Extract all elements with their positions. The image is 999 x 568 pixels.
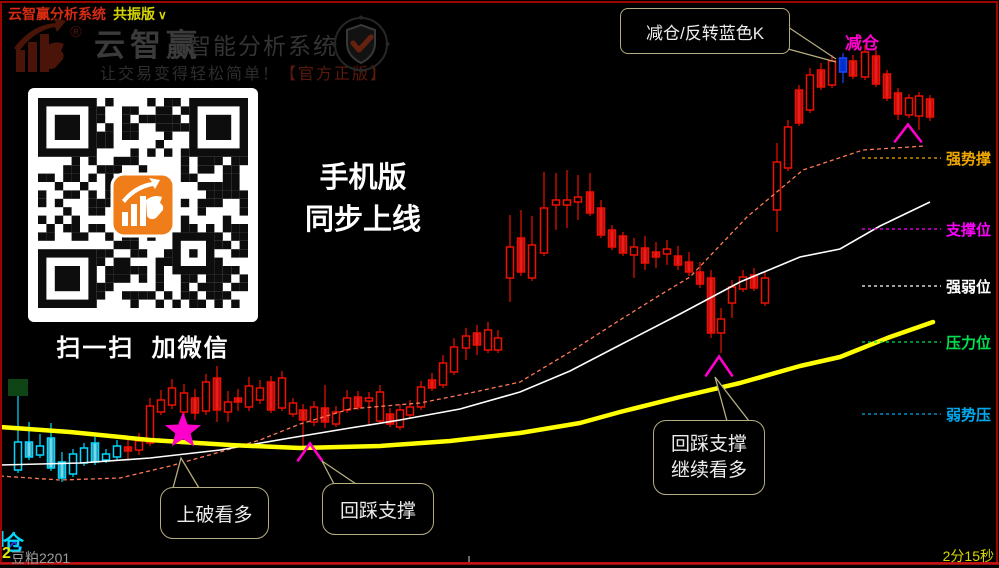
- callout-reduce-signal: 减仓/反转蓝色K: [620, 8, 790, 54]
- promo-banner: 手机版 同步上线: [288, 157, 438, 241]
- position-signal-label: 仓: [3, 532, 24, 555]
- contract-name: 豆粕2201: [11, 550, 71, 566]
- shield-check-icon: [332, 15, 390, 73]
- brand-name: 云智赢: [94, 28, 202, 63]
- qr-pattern: [38, 98, 248, 308]
- brand-watermark: ® 云智赢 智能分析系统 让交易变得轻松简单！【官方正版】: [12, 14, 402, 83]
- level-label-qiangruowei: 强弱位: [946, 279, 992, 296]
- promo-line1: 手机版: [319, 162, 407, 194]
- qr-caption: 扫一扫 加微信: [56, 335, 230, 362]
- wechat-qr-code: [28, 88, 258, 322]
- level-label-yaliwei: 压力位: [946, 335, 992, 352]
- callout-pullback-stay-bullish: 回踩支撑 继续看多: [653, 420, 765, 495]
- bull-chart-logo-icon: [14, 17, 66, 72]
- reduce-position-label: 减仓: [845, 34, 879, 53]
- edition-label: 共振版: [113, 6, 155, 22]
- level-label-qiangshicheng: 强势撑: [946, 151, 992, 168]
- callout-breakout-bullish: 上破看多: [160, 487, 269, 539]
- level-label-ruoshiya: 弱势压: [946, 407, 992, 424]
- app-version-selector[interactable]: 云智赢分析系统 共振版 ∨: [8, 4, 167, 24]
- countdown-timer: 2分15秒: [942, 548, 994, 564]
- level-label-zhichengwei: 支撑位: [946, 222, 992, 239]
- promo-line2: 同步上线: [304, 204, 421, 236]
- registered-mark: ®: [70, 24, 82, 41]
- chevron-down-icon[interactable]: ∨: [158, 8, 167, 22]
- brand-subtitle: 智能分析系统: [188, 33, 338, 59]
- callout-pullback-support: 回踩支撑: [322, 483, 434, 535]
- app-title: 云智赢分析系统: [8, 6, 106, 22]
- footer-number: 2: [2, 545, 11, 562]
